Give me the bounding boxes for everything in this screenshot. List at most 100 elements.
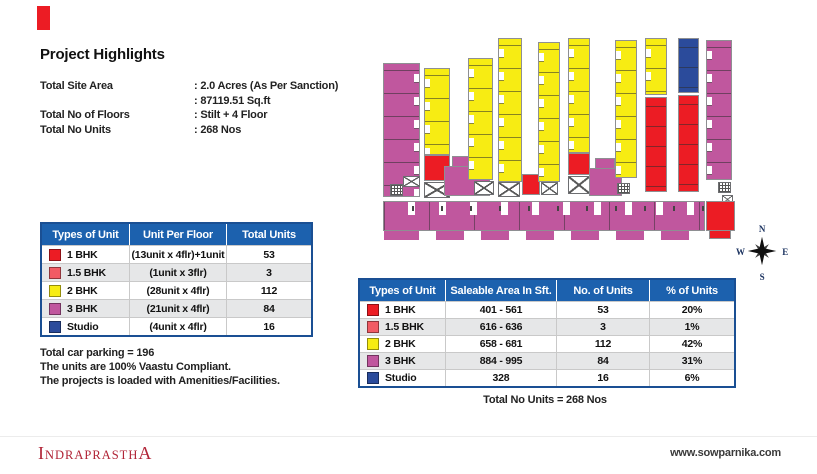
unit-type-label: 1.5 BHK: [67, 266, 106, 279]
no-of-units-value: 53: [557, 301, 650, 318]
spec-label: Total No Units: [40, 123, 111, 136]
no-of-units-value: 112: [557, 335, 650, 352]
compass-north-label: N: [758, 224, 766, 234]
table-row: 1 BHK (13unit x 4flr)+1unit 53: [42, 245, 311, 263]
brand-middle: NDRAPRASTH: [45, 448, 139, 462]
building-block-2bhk: [538, 42, 560, 182]
column-header: Types of Unit: [42, 224, 130, 245]
note-line: The units are 100% Vaastu Compliant.: [40, 361, 231, 373]
lift-hatch: [617, 183, 630, 194]
unit-color-swatch: [367, 355, 379, 367]
unit-type-label: Studio: [385, 372, 417, 384]
pct-of-units-value: 1%: [650, 318, 734, 335]
lift-hatch: [390, 184, 403, 196]
unit-type-label: 3 BHK: [67, 302, 98, 315]
pct-of-units-value: 31%: [650, 352, 734, 369]
unit-type-label: Studio: [67, 320, 99, 333]
compass-rose: N W E S: [736, 224, 788, 282]
column-header: Saleable Area In Sft.: [446, 280, 557, 301]
building-block-1bhk: [678, 95, 699, 192]
saleable-area-value: 328: [446, 369, 557, 386]
saleable-area-value: 658 - 681: [446, 335, 557, 352]
pct-of-units-value: 6%: [650, 369, 734, 386]
red-accent-bar: [37, 6, 50, 30]
table-row: 2 BHK (28unit x 4flr) 112: [42, 281, 311, 299]
table-header-row: Types of Unit Unit Per Floor Total Units: [42, 224, 311, 245]
footer-divider: [0, 436, 817, 437]
building-row-feet: [383, 231, 705, 240]
total-units-value: 112: [227, 281, 311, 299]
spec-units: Total No Units : 268 Nos: [40, 123, 338, 138]
table-row: 1.5 BHK 616 - 636 3 1%: [360, 318, 734, 335]
stair-box: [474, 181, 494, 195]
unit-color-swatch: [49, 266, 61, 279]
building-block-1bhk: [568, 153, 590, 175]
unit-type-label: 1 BHK: [67, 248, 98, 261]
unit-per-floor-value: (1unit x 3flr): [130, 263, 227, 281]
building-block-3bhk: [383, 63, 420, 197]
spec-value: : 2.0 Acres (As Per Sanction): [194, 80, 339, 92]
project-specs: Total Site Area : 2.0 Acres (As Per Sanc…: [40, 79, 338, 137]
brand-logo: INDRAPRASTHA: [38, 443, 152, 464]
no-of-units-value: 3: [557, 318, 650, 335]
saleable-area-table: Types of Unit Saleable Area In Sft. No. …: [358, 278, 736, 388]
unit-per-floor-value: (4unit x 4flr): [130, 317, 227, 335]
building-block-2bhk: [468, 58, 493, 180]
total-units-value: 53: [227, 245, 311, 263]
saleable-area-value: 401 - 561: [446, 301, 557, 318]
table-row: 2 BHK 658 - 681 112 42%: [360, 335, 734, 352]
column-header: Unit Per Floor: [130, 224, 227, 245]
table-row: 3 BHK 884 - 995 84 31%: [360, 352, 734, 369]
website-url: www.sowparnika.com: [670, 447, 781, 459]
unit-per-floor-value: (13unit x 4flr)+1unit: [130, 245, 227, 263]
table-header-row: Types of Unit Saleable Area In Sft. No. …: [360, 280, 734, 301]
building-block-2bhk: [424, 68, 450, 155]
brand-final: A: [138, 443, 153, 463]
total-units-value: 3: [227, 263, 311, 281]
compass-east-label: E: [782, 247, 788, 257]
unit-per-floor-value: (28unit x 4flr): [130, 281, 227, 299]
spec-value: : Stilt + 4 Floor: [194, 109, 268, 121]
unit-color-swatch: [367, 338, 379, 350]
compass-west-label: W: [736, 247, 745, 257]
table-row: Studio 328 16 6%: [360, 369, 734, 386]
column-header: Total Units: [227, 224, 311, 245]
unit-type-label: 3 BHK: [385, 355, 416, 367]
pct-of-units-value: 42%: [650, 335, 734, 352]
stair-box: [498, 182, 520, 197]
stair-box: [403, 176, 420, 187]
spec-value: : 87119.51 Sq.ft: [194, 94, 271, 107]
building-block-2bhk: [615, 40, 637, 178]
project-notes: Total car parking = 196 The units are 10…: [40, 346, 280, 388]
spec-value: : 268 Nos: [194, 123, 242, 136]
unit-type-label: 2 BHK: [67, 284, 98, 297]
table-row: Studio (4unit x 4flr) 16: [42, 317, 311, 335]
table-row: 1.5 BHK (1unit x 3flr) 3: [42, 263, 311, 281]
spec-floors: Total No of Floors : Stilt + 4 Floor: [40, 108, 338, 123]
saleable-area-value: 884 - 995: [446, 352, 557, 369]
building-block-3bhk: [706, 40, 732, 180]
table-row: 1 BHK 401 - 561 53 20%: [360, 301, 734, 318]
unit-color-swatch: [49, 302, 61, 315]
unit-type-label: 1 BHK: [385, 304, 416, 316]
note-line: Total car parking = 196: [40, 347, 155, 359]
total-units-line: Total No Units = 268 Nos: [483, 394, 607, 406]
pct-of-units-value: 20%: [650, 301, 734, 318]
column-header: Types of Unit: [360, 280, 446, 301]
no-of-units-value: 84: [557, 352, 650, 369]
unit-type-label: 1.5 BHK: [385, 321, 424, 333]
saleable-area-value: 616 - 636: [446, 318, 557, 335]
column-header: % of Units: [650, 280, 734, 301]
spec-label: Total Site Area: [40, 80, 113, 92]
unit-per-floor-value: (21unit x 4flr): [130, 299, 227, 317]
unit-color-swatch: [49, 248, 61, 261]
site-plan: [378, 30, 740, 245]
total-units-value: 16: [227, 317, 311, 335]
stair-box: [568, 176, 590, 194]
stair-box: [424, 182, 450, 198]
building-block-2bhk: [645, 38, 667, 95]
building-block-studio: [678, 38, 699, 93]
stair-box: [541, 182, 558, 195]
unit-color-swatch: [367, 321, 379, 333]
